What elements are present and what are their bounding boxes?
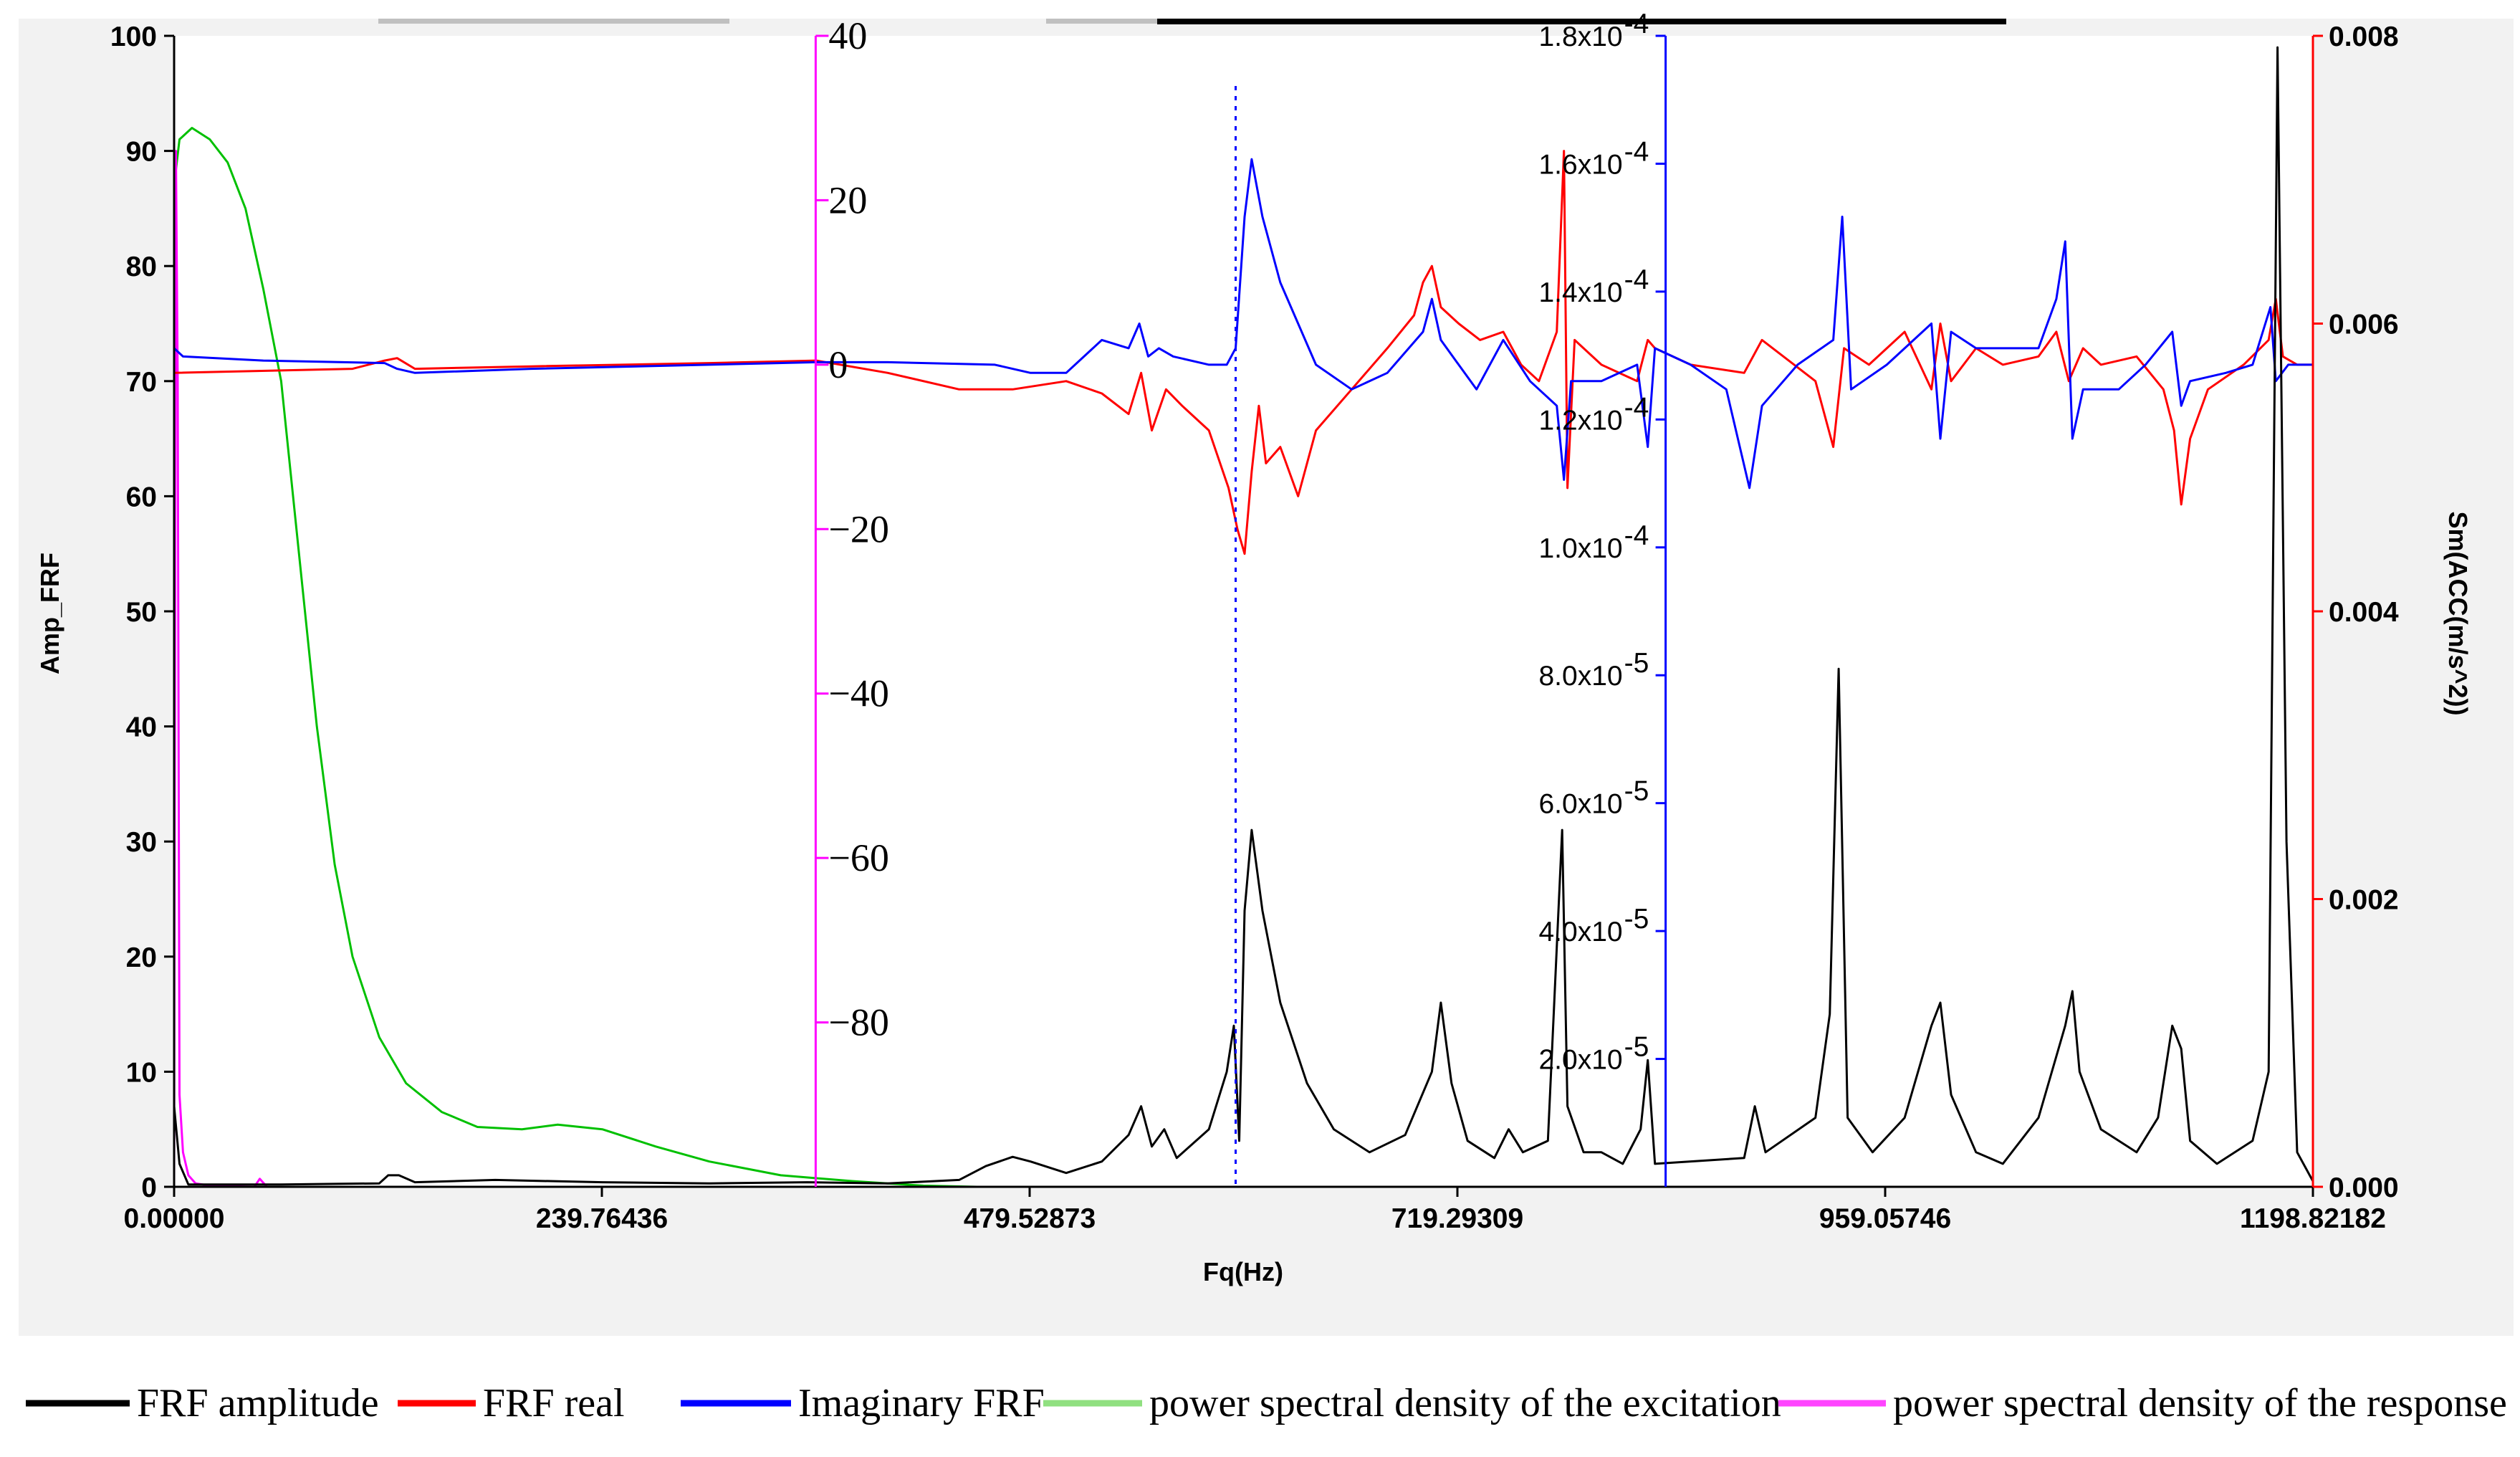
right-y-tick-label: 0.000 — [2329, 1172, 2399, 1203]
x-tick-label: 0.00000 — [124, 1203, 225, 1234]
magenta-y-tick-label: −40 — [828, 672, 888, 715]
axes-layer — [173, 36, 2314, 1188]
blue-y-tick-exponent: -5 — [1624, 904, 1649, 935]
x-tick-label: 239.76436 — [536, 1203, 668, 1234]
series-power-spectral-density-of-the-excitation — [173, 127, 2313, 1188]
blue-y-tick-label: 1.4x10 — [1538, 277, 1622, 308]
series-power-spectral-density-of-the-response — [173, 150, 2313, 1188]
toolbar-fragment-3 — [1157, 19, 2006, 24]
series-frf-amplitude — [173, 46, 2314, 1186]
blue-y-tick-label: 6.0x10 — [1538, 789, 1622, 820]
toolbar-fragment-1 — [378, 19, 729, 24]
right-y-axis-title: Sm(ACC(m/s^2)) — [2443, 511, 2473, 715]
plot-area — [174, 36, 2313, 1187]
blue-y-tick-exponent: -5 — [1624, 648, 1649, 679]
magenta-y-tick-label: 40 — [828, 14, 867, 57]
blue-y-tick-label: 1.8x10 — [1538, 22, 1622, 52]
blue-y-tick-exponent: -4 — [1624, 264, 1649, 295]
blue-y-tick-label: 1.2x10 — [1538, 405, 1622, 436]
blue-y-tick-label: 8.0x10 — [1538, 661, 1622, 692]
left-y-tick-label: 60 — [126, 482, 157, 512]
left-y-axis-title: Amp_FRF — [35, 553, 64, 674]
magenta-y-tick-label: −60 — [828, 836, 888, 879]
legend: FRF amplitude FRF real Imaginary FRF power … — [26, 1381, 2507, 1425]
blue-y-tick-exponent: -4 — [1624, 9, 1649, 39]
legend-label: power spectral density of the response — [1893, 1381, 2507, 1425]
blue-y-tick-exponent: -5 — [1624, 1032, 1649, 1063]
magenta-y-tick-label: 0 — [828, 343, 848, 386]
x-axis-title: Fq(Hz) — [1203, 1257, 1283, 1286]
magenta-y-tick-label: −80 — [828, 1001, 888, 1044]
left-y-tick-label: 40 — [126, 712, 157, 743]
left-y-tick-label: 90 — [126, 137, 157, 168]
legend-label: power spectral density of the excitation — [1149, 1381, 1781, 1425]
blue-y-tick-exponent: -4 — [1624, 520, 1649, 551]
left-y-tick-label: 80 — [126, 252, 157, 282]
left-y-tick-label: 10 — [126, 1057, 157, 1088]
blue-y-tick-label: 1.0x10 — [1538, 533, 1622, 564]
legend-label: Imaginary FRF — [798, 1381, 1045, 1425]
toolbar-fragment-2 — [1046, 19, 1157, 24]
left-y-tick-label: 20 — [126, 942, 157, 973]
blue-y-tick-label: 1.6x10 — [1538, 149, 1622, 180]
left-y-tick-label: 100 — [110, 22, 157, 52]
left-y-tick-label: 0 — [141, 1172, 157, 1203]
right-y-tick-label: 0.006 — [2329, 310, 2399, 340]
legend-label: FRF amplitude — [137, 1381, 379, 1425]
x-tick-label: 719.29309 — [1391, 1203, 1523, 1234]
blue-y-tick-label: 2.0x10 — [1538, 1045, 1622, 1076]
legend-label: FRF real — [483, 1381, 625, 1425]
blue-y-tick-exponent: -5 — [1624, 776, 1649, 807]
right-y-tick-label: 0.004 — [2329, 597, 2399, 628]
x-tick-label: 479.52873 — [964, 1203, 1096, 1234]
blue-y-tick-label: 4.0x10 — [1538, 917, 1622, 947]
left-y-tick-label: 70 — [126, 367, 157, 398]
series-layer — [173, 46, 2314, 1188]
series-imaginary-frf — [173, 158, 2313, 489]
magenta-y-tick-label: 20 — [828, 178, 867, 221]
right-y-tick-label: 0.008 — [2329, 22, 2399, 52]
blue-y-tick-exponent: -4 — [1624, 136, 1649, 167]
x-tick-label: 1198.82182 — [2240, 1203, 2386, 1234]
blue-y-tick-exponent: -4 — [1624, 392, 1649, 423]
magenta-y-tick-label: −20 — [828, 507, 888, 550]
left-y-tick-label: 50 — [126, 597, 157, 628]
x-tick-label: 959.05746 — [1819, 1203, 1951, 1234]
ticks-layer: 0.00000 239.76436 479.52873 719.29309 959.05… — [110, 9, 2399, 1234]
series-frf-real — [173, 150, 2313, 555]
right-y-tick-label: 0.002 — [2329, 885, 2399, 916]
left-y-tick-label: 30 — [126, 827, 157, 858]
